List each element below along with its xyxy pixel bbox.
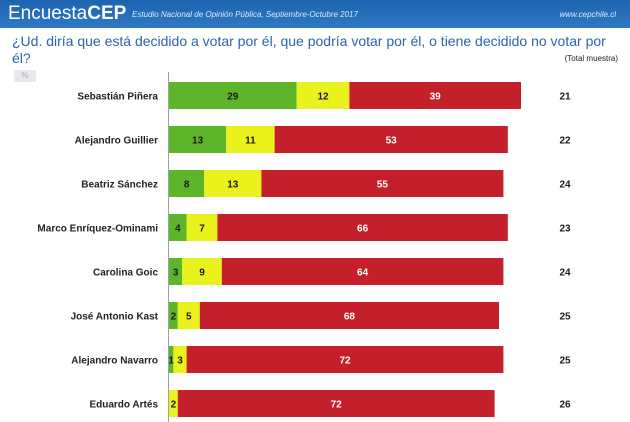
bar-segment [177,390,495,417]
bar-segment [349,82,521,109]
category-label: José Antonio Kast [71,312,159,323]
bar-segment [296,82,350,109]
total-value: 26 [559,400,571,411]
data-label: 11 [245,136,256,147]
category-label: Alejandro Navarro [71,356,158,367]
data-label: 5 [186,312,192,323]
data-label: 55 [377,180,389,191]
bar-segment [169,170,205,197]
bar-segment [177,302,200,329]
bar-segment [169,214,187,241]
bar-segment [186,346,504,373]
data-label: 1 [168,356,174,367]
bar-segment [226,126,275,153]
axis-line [168,72,169,422]
data-label: 9 [199,268,205,279]
data-label: 3 [173,268,179,279]
bar-segment [169,82,297,109]
bar-segment [274,126,508,153]
total-column-label: (Total muestra) [564,54,618,63]
data-label: 68 [344,312,356,323]
study-title: Estudio Nacional de Opinión Pública, Sep… [132,10,358,19]
bar-segment [173,346,187,373]
category-label: Eduardo Artés [89,400,158,411]
bar-segment [169,126,227,153]
bar-segment [217,214,508,241]
data-label: 53 [386,136,398,147]
category-label: Alejandro Guillier [75,136,158,147]
data-label: 66 [357,224,369,235]
data-label: 2 [171,312,177,323]
category-label: Carolina Goic [93,268,158,279]
brand-logo: EncuestaCEP [8,3,126,25]
total-value: 25 [559,312,571,323]
data-label: 4 [175,224,181,235]
data-label: 29 [227,92,239,103]
chart-question: ¿Ud. diría que está decidido a votar por… [12,33,606,66]
website-url: www.cepchile.cl [559,10,616,19]
brand-suffix: CEP [87,3,127,24]
percent-icon: % [14,70,36,82]
bar-segment [186,214,218,241]
data-label: 7 [199,224,205,235]
bar-segment [221,258,504,285]
total-value: 22 [559,136,571,147]
bar-segment [261,170,504,197]
total-value: 21 [559,92,571,103]
header-bar: EncuestaCEP Estudio Nacional de Opinión … [0,0,630,28]
bar-segment [169,302,178,329]
bar-segment [169,258,183,285]
total-value: 24 [559,180,571,191]
data-label: 2 [171,400,177,411]
category-label: Marco Enríquez-Ominami [37,224,158,235]
data-label: 12 [317,92,329,103]
bar-segment [199,302,500,329]
total-value: 25 [559,356,571,367]
data-label: 39 [430,92,442,103]
total-value: 24 [559,268,571,279]
data-label: 64 [357,268,369,279]
bar-segment [169,390,178,417]
data-label: 13 [192,136,204,147]
bar-segment [204,170,262,197]
category-label: Sebastián Piñera [77,92,158,103]
data-label: 72 [339,356,351,367]
data-label: 3 [177,356,183,367]
category-label: Beatriz Sánchez [81,180,158,191]
data-label: 13 [227,180,239,191]
data-label: 72 [331,400,343,411]
bar-segment [182,258,222,285]
bar-segment [169,346,174,373]
total-value: 23 [559,224,571,235]
data-label: 8 [184,180,190,191]
brand-prefix: Encuesta [8,3,88,24]
